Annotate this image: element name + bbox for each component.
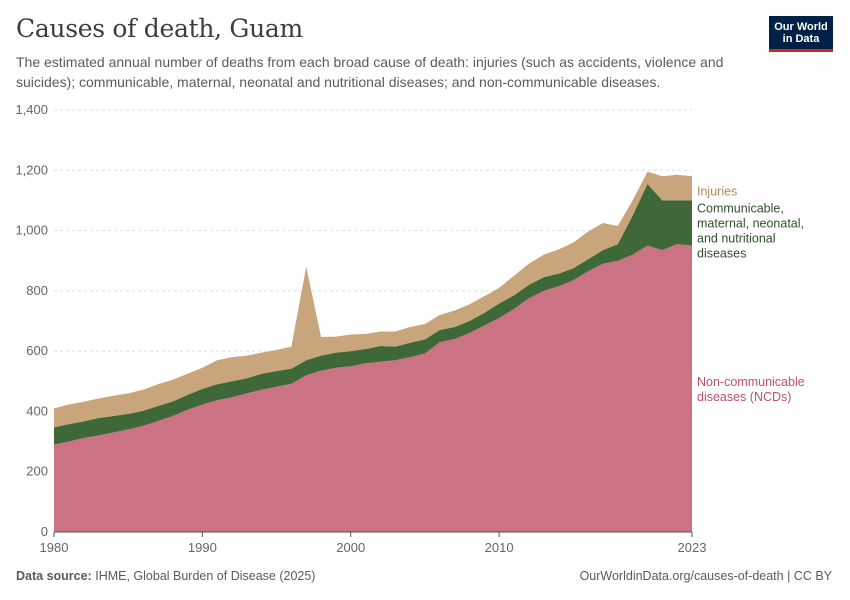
label-ncd-line: Non-communicable (697, 375, 805, 389)
data-source-label: Data source: (16, 569, 92, 583)
chart-subtitle: The estimated annual number of deaths fr… (16, 54, 724, 90)
x-tick-label: 2010 (485, 540, 514, 555)
source-url[interactable]: OurWorldinData.org/causes-of-death | CC … (579, 569, 832, 583)
y-tick-label: 1,000 (15, 223, 48, 238)
x-tick-label: 1980 (40, 540, 69, 555)
ncd-area (54, 244, 692, 532)
logo-line-1: Our World (774, 21, 828, 33)
label-communicable-line: diseases (697, 246, 746, 260)
y-tick-label: 400 (26, 403, 48, 418)
label-communicable: Communicable,maternal, neonatal,and nutr… (697, 201, 804, 260)
label-communicable-line: maternal, neonatal, (697, 216, 804, 230)
y-tick-label: 200 (26, 464, 48, 479)
y-tick-label: 800 (26, 283, 48, 298)
y-tick-label: 1,200 (15, 162, 48, 177)
label-communicable-line: Communicable, (697, 201, 784, 215)
communicable-area (54, 183, 692, 445)
axes: 0 200 400 600 800 1,000 1,200 1,400 1980 1990 2000… (15, 102, 706, 555)
y-tick-label: 600 (26, 343, 48, 358)
label-injuries: Injuries (697, 184, 737, 198)
chart-title: Causes of death, Guam (16, 14, 303, 43)
area-series (54, 171, 692, 532)
x-tick-label: 1990 (188, 540, 217, 555)
owid-logo[interactable]: Our World in Data (769, 16, 833, 52)
logo-line-2: in Data (782, 33, 820, 45)
x-tick-label: 2000 (336, 540, 365, 555)
x-tick-label: 2023 (678, 540, 707, 555)
data-source-text[interactable]: IHME, Global Burden of Disease (2025) (95, 569, 316, 583)
label-communicable-line: and nutritional (697, 231, 776, 245)
label-ncd-line: diseases (NCDs) (697, 390, 791, 404)
y-tick-label: 1,400 (15, 102, 48, 117)
data-source: Data source: IHME, Global Burden of Dise… (16, 569, 315, 583)
y-tick-label: 0 (41, 524, 48, 539)
injuries-area (54, 171, 692, 428)
label-injuries-line: Injuries (697, 184, 737, 198)
